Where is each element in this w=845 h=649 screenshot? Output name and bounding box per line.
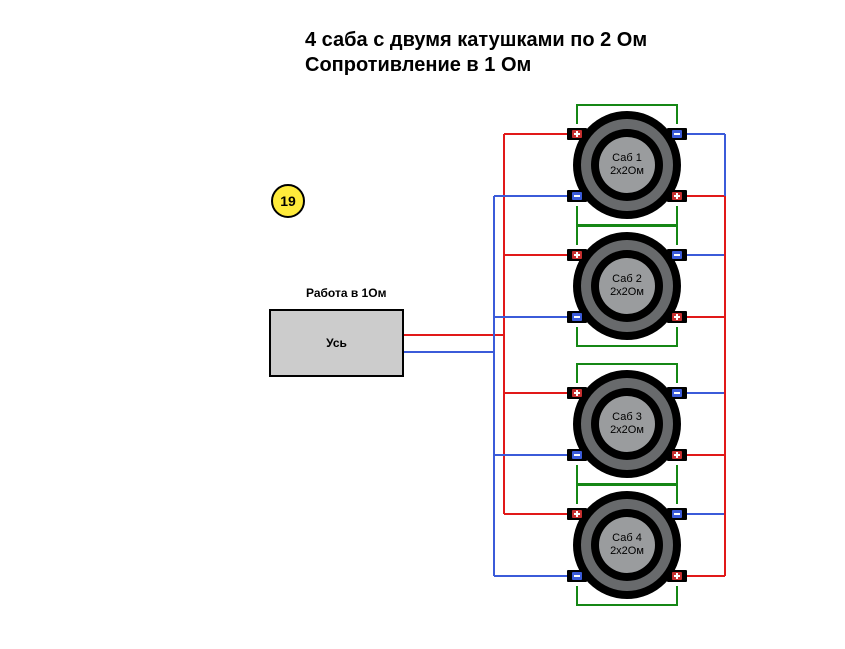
sub-3-term-right-top-minus [667, 387, 687, 399]
sub-4-term-right-top-minus [667, 508, 687, 520]
sub-1-term-right-top-minus [667, 128, 687, 140]
sub-2-spec: 2x2Ом [610, 286, 644, 299]
amplifier-box: Усь [269, 309, 404, 377]
sub-4-spec: 2x2Ом [610, 545, 644, 558]
wiring-layer [0, 0, 845, 649]
sub-2-term-left-top-plus [567, 249, 587, 261]
sub-1-name: Саб 1 [612, 152, 642, 165]
sub-4-name: Саб 4 [612, 532, 642, 545]
sub-2-term-right-bot-plus [667, 311, 687, 323]
sub-2-term-left-bot-minus [567, 311, 587, 323]
title-line-2: Сопротивление в 1 Ом [305, 54, 531, 76]
sub-3-spec: 2x2Ом [610, 424, 644, 437]
sub-2-name: Саб 2 [612, 273, 642, 286]
sub-4-term-left-bot-minus [567, 570, 587, 582]
sub-3-term-left-bot-minus [567, 449, 587, 461]
sub-3-term-right-bot-plus [667, 449, 687, 461]
sub-1-spec: 2x2Ом [610, 165, 644, 178]
title-line-1: 4 саба с двумя катушками по 2 Ом [305, 29, 647, 51]
sub-3-name: Саб 3 [612, 411, 642, 424]
subwoofer-4: Саб 42x2Ом [573, 491, 681, 599]
sub-4-term-right-bot-plus [667, 570, 687, 582]
subwoofer-3: Саб 32x2Ом [573, 370, 681, 478]
sub-1-term-left-bot-minus [567, 190, 587, 202]
amp-work-label: Работа в 1Ом [306, 286, 386, 300]
sub-4-term-left-top-plus [567, 508, 587, 520]
sub-1-term-right-bot-plus [667, 190, 687, 202]
subwoofer-2: Саб 22x2Ом [573, 232, 681, 340]
sub-3-term-left-top-plus [567, 387, 587, 399]
diagram-number-badge: 19 [271, 184, 305, 218]
sub-2-term-right-top-minus [667, 249, 687, 261]
sub-1-term-left-top-plus [567, 128, 587, 140]
diagram-title: 4 саба с двумя катушками по 2 Ом Сопроти… [305, 28, 647, 78]
subwoofer-1: Саб 12x2Ом [573, 111, 681, 219]
